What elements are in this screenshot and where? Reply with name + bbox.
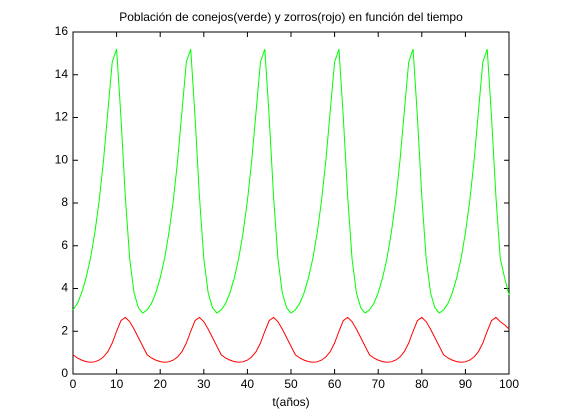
x-tick-label: 20 — [154, 377, 168, 391]
plot-area — [72, 31, 510, 375]
x-tick-label: 60 — [328, 377, 342, 391]
y-tick-label: 16 — [55, 24, 69, 38]
data-line — [72, 316, 510, 363]
chart-title: Población de conejos(verde) y zorros(roj… — [119, 10, 463, 24]
y-tick-label: 0 — [61, 366, 68, 380]
x-tick-label: 40 — [241, 377, 255, 391]
x-tick-label: 80 — [415, 377, 429, 391]
x-tick-label: 70 — [372, 377, 386, 391]
x-tick-label: 50 — [284, 377, 298, 391]
y-tick-label: 8 — [61, 195, 68, 209]
x-tick-label: 100 — [499, 377, 519, 391]
x-tick-label: 10 — [110, 377, 124, 391]
y-tick-label: 2 — [61, 323, 68, 337]
y-tick-label: 4 — [61, 281, 68, 295]
y-tick-label: 6 — [61, 238, 68, 252]
x-tick-label: 0 — [70, 377, 77, 391]
y-tick-label: 12 — [55, 110, 69, 124]
y-tick-label: 14 — [55, 67, 69, 81]
data-line — [72, 48, 510, 314]
y-tick-label: 10 — [55, 152, 69, 166]
x-tick-label: 30 — [197, 377, 211, 391]
x-axis-label: t(años) — [272, 395, 309, 409]
x-tick-label: 90 — [459, 377, 473, 391]
